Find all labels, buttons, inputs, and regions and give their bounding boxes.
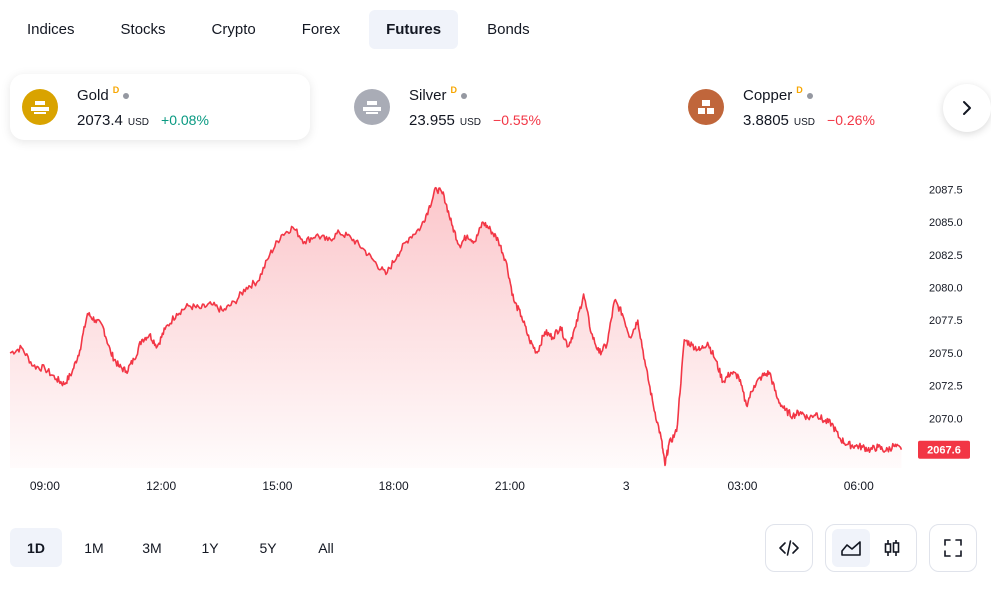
market-status-dot (461, 92, 468, 99)
range-1y-button[interactable]: 1Y (201, 539, 219, 556)
ticker-price: 2073.4 (77, 111, 123, 129)
ticker-name: Copper (743, 87, 793, 104)
tab-indices[interactable]: Indices (27, 21, 75, 38)
ticker-name: Silver (409, 87, 447, 104)
embed-button[interactable] (765, 524, 813, 572)
y-tick-label: 2077.5 (929, 315, 963, 327)
x-tick-label: 15:00 (262, 479, 292, 493)
price-chart[interactable]: 2087.5 2085.0 2082.5 2080.0 2077.5 2075.0 2072… (0, 150, 991, 500)
y-axis: 2087.5 2085.0 2082.5 2080.0 2077.5 2075.0 2072… (929, 184, 963, 425)
ticker-change: −0.55% (493, 111, 541, 128)
ticker-card-copper[interactable]: Copper D 3.8805 USD −0.26% (676, 74, 926, 140)
y-tick-label: 2085.0 (929, 217, 963, 229)
area-style-button[interactable] (831, 529, 870, 567)
tab-forex[interactable]: Forex (301, 21, 341, 38)
price-line (9, 186, 903, 467)
ticker-change: +0.08% (161, 111, 209, 128)
x-tick-label: 12:00 (146, 479, 176, 493)
y-tick-label: 2072.5 (929, 381, 963, 393)
gold-bars-icon (22, 89, 58, 125)
fullscreen-button[interactable] (929, 524, 977, 572)
tab-bonds[interactable]: Bonds (487, 21, 530, 38)
x-tick-label: 21:00 (495, 479, 525, 493)
last-price-badge (918, 440, 970, 459)
ticker-unit: USD (459, 116, 482, 128)
next-tickers-button[interactable] (943, 84, 991, 132)
candle-style-button[interactable] (873, 529, 911, 567)
y-tick-label: 2075.0 (929, 348, 963, 360)
ticker-unit: USD (793, 116, 816, 128)
x-axis: 09:00 12:00 15:00 18:00 21:00 3 03:00 06:00 (30, 479, 874, 493)
x-tick-label: 03:00 (727, 479, 757, 493)
copper-bars-icon (688, 89, 724, 125)
y-tick-label: 2087.5 (929, 184, 963, 196)
ticker-name: Gold (77, 87, 109, 104)
tab-futures[interactable]: Futures (369, 10, 459, 49)
delay-mark: D (112, 84, 120, 95)
range-5y-button[interactable]: 5Y (259, 539, 277, 556)
ticker-unit: USD (127, 116, 150, 128)
delay-mark: D (796, 84, 803, 95)
range-selector: 1D 1M 3M 1Y 5Y All (10, 528, 358, 567)
range-1m-button[interactable]: 1M (84, 539, 104, 556)
last-price-marker: 2067.6 (918, 440, 970, 459)
ticker-price: 3.8805 (743, 111, 789, 129)
ticker-card-gold[interactable]: Gold D 2073.4 USD +0.08% (10, 74, 310, 140)
silver-bars-icon (354, 89, 390, 125)
chart-style-toggle (825, 524, 917, 572)
market-status-dot (806, 92, 813, 99)
ticker-price: 23.955 (409, 111, 455, 129)
x-tick-label: 06:00 (844, 479, 874, 493)
ticker-card-silver[interactable]: Silver D 23.955 USD −0.55% (342, 74, 642, 140)
x-tick-label: 18:00 (379, 479, 409, 493)
market-tabs: Indices Stocks Crypto Forex Futures Bonds (10, 10, 559, 49)
code-icon (779, 540, 799, 556)
chevron-right-icon (963, 101, 971, 115)
x-tick-label: 09:00 (30, 479, 60, 493)
y-tick-label: 2080.0 (929, 282, 963, 294)
market-status-dot (123, 92, 130, 99)
ticker-change: −0.26% (827, 111, 875, 128)
last-price-label: 2067.6 (927, 445, 961, 457)
area-chart-icon (840, 541, 861, 556)
fullscreen-icon (944, 539, 962, 557)
price-area (10, 187, 902, 468)
tab-crypto[interactable]: Crypto (211, 21, 256, 38)
x-tick-label: 3 (623, 479, 630, 493)
y-tick-label: 2070.0 (929, 413, 963, 425)
candlestick-icon (884, 540, 899, 556)
range-3m-button[interactable]: 3M (142, 539, 162, 556)
tab-stocks[interactable]: Stocks (120, 21, 166, 38)
range-1d-button[interactable]: 1D (10, 528, 62, 567)
y-tick-label: 2082.5 (929, 250, 963, 262)
delay-mark: D (450, 84, 458, 95)
range-all-button[interactable]: All (318, 539, 334, 556)
